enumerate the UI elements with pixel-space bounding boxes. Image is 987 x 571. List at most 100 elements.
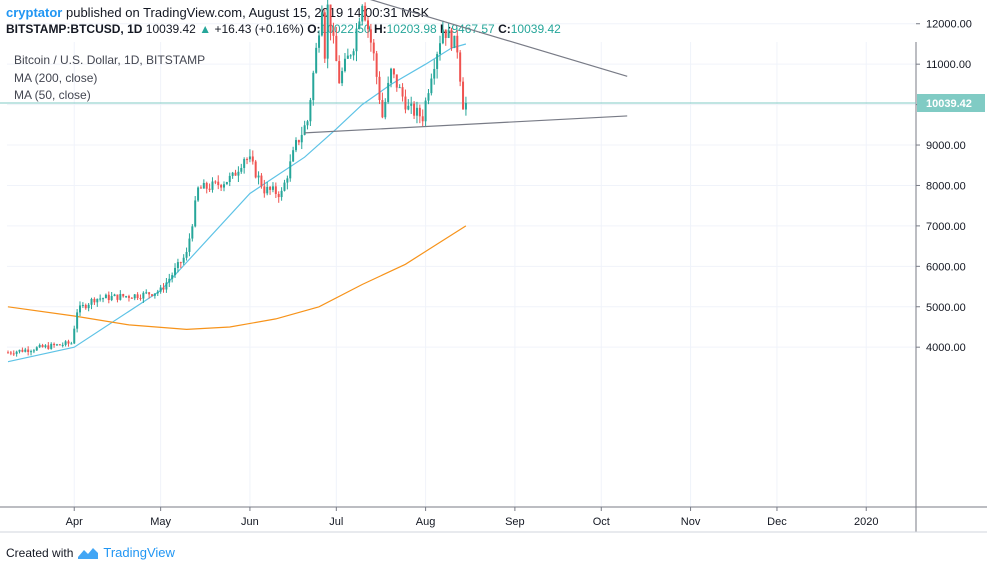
- candle-body: [139, 298, 142, 300]
- candle-body: [96, 298, 99, 303]
- candle-body: [116, 294, 119, 300]
- candle-body: [343, 58, 346, 72]
- candle-body: [295, 140, 297, 151]
- candle-body: [390, 68, 393, 83]
- candle-body: [179, 262, 182, 264]
- candle-body: [355, 28, 358, 52]
- candle-body: [415, 107, 418, 116]
- candle-body: [12, 353, 15, 355]
- ohlc-line: BITSTAMP:BTCUSD, 1D 10039.42 ▲ +16.43 (+…: [6, 22, 561, 36]
- candle-body: [15, 351, 18, 354]
- candle-body: [61, 344, 64, 346]
- candle-body: [257, 175, 260, 178]
- candle-body: [110, 296, 113, 301]
- candle-body: [332, 31, 335, 36]
- candle-body: [462, 81, 465, 110]
- legend-ma200[interactable]: MA (200, close): [14, 71, 98, 85]
- legend-ma50[interactable]: MA (50, close): [14, 88, 91, 102]
- candle-body: [21, 349, 24, 352]
- candle-body: [283, 182, 286, 191]
- candle-body: [358, 21, 361, 29]
- candle-body: [349, 55, 352, 57]
- candle-body: [447, 29, 450, 38]
- y-tick-label: 8000.00: [926, 180, 966, 192]
- candle-body: [214, 181, 217, 183]
- candle-body: [453, 35, 456, 48]
- candle-body: [127, 296, 130, 298]
- low-label: L:: [440, 22, 452, 36]
- candle-body: [32, 350, 35, 352]
- trendline: [369, 0, 628, 77]
- candle-body: [364, 5, 367, 21]
- candle-body: [464, 103, 467, 110]
- y-tick-label: 9000.00: [926, 140, 966, 152]
- candle-body: [44, 345, 47, 348]
- candle-body: [303, 125, 306, 135]
- candle-body: [162, 287, 165, 290]
- candle-body: [7, 352, 9, 354]
- candle-body: [424, 100, 427, 122]
- last-price-label: 10039.42: [926, 98, 972, 110]
- last-price: 10039.42: [145, 22, 196, 36]
- candle-body: [191, 226, 194, 239]
- candle-body: [286, 178, 289, 183]
- candle-body: [300, 134, 303, 143]
- candle-body: [76, 312, 79, 329]
- candle-body: [240, 167, 243, 172]
- candle-body: [410, 103, 413, 106]
- open-label: O:: [307, 22, 321, 36]
- tradingview-brand[interactable]: TradingView: [103, 545, 175, 560]
- candle-body: [260, 175, 263, 187]
- candle-body: [372, 42, 375, 54]
- published-text: published on TradingView.com, August 15,…: [65, 5, 430, 20]
- candle-body: [263, 186, 266, 194]
- candle-body: [122, 294, 125, 297]
- tradingview-logo-icon: [78, 547, 99, 559]
- candle-body: [246, 159, 249, 161]
- candle-body: [93, 298, 96, 303]
- published-line: cryptator published on TradingView.com, …: [6, 5, 429, 20]
- candle-body: [297, 140, 300, 143]
- candle-body: [125, 296, 128, 298]
- candle-body: [341, 71, 344, 84]
- candle-body: [398, 87, 401, 89]
- x-tick-label: Dec: [767, 516, 787, 528]
- candle-body: [439, 43, 441, 55]
- candle-body: [208, 188, 211, 190]
- candle-body: [41, 345, 44, 348]
- y-tick-label: 7000.00: [926, 221, 966, 233]
- candle-body: [392, 68, 395, 75]
- candle-body: [433, 68, 436, 79]
- candle-body: [130, 297, 133, 299]
- candle-body: [220, 185, 223, 188]
- chart-title: Bitcoin / U.S. Dollar, 1D, BITSTAMP: [14, 53, 206, 67]
- candle-body: [205, 182, 208, 189]
- y-tick-label: 5000.00: [926, 302, 966, 314]
- candle-body: [174, 267, 177, 276]
- candle-body: [18, 349, 21, 352]
- candle-body: [231, 172, 234, 176]
- candle-body: [24, 349, 27, 352]
- x-tick-label: Aug: [416, 516, 436, 528]
- candle-body: [223, 184, 225, 188]
- candle-body: [418, 107, 421, 117]
- candle-body: [361, 5, 364, 22]
- high-value: 10203.98: [386, 22, 437, 36]
- candle-body: [202, 182, 205, 189]
- candle-body: [67, 341, 70, 344]
- candle-body: [459, 52, 462, 82]
- candle-body: [375, 53, 378, 77]
- candle-body: [243, 159, 246, 168]
- candle-body: [266, 186, 269, 194]
- author-name[interactable]: cryptator: [6, 5, 63, 20]
- candle-body: [413, 103, 416, 116]
- y-tick-label: 12000.00: [926, 19, 972, 31]
- candle-body: [315, 47, 318, 73]
- candle-body: [148, 292, 151, 295]
- candle-body: [441, 29, 444, 44]
- candle-body: [280, 190, 283, 198]
- x-tick-label: Sep: [505, 516, 525, 528]
- trendline: [304, 115, 628, 134]
- candle-body: [254, 161, 257, 178]
